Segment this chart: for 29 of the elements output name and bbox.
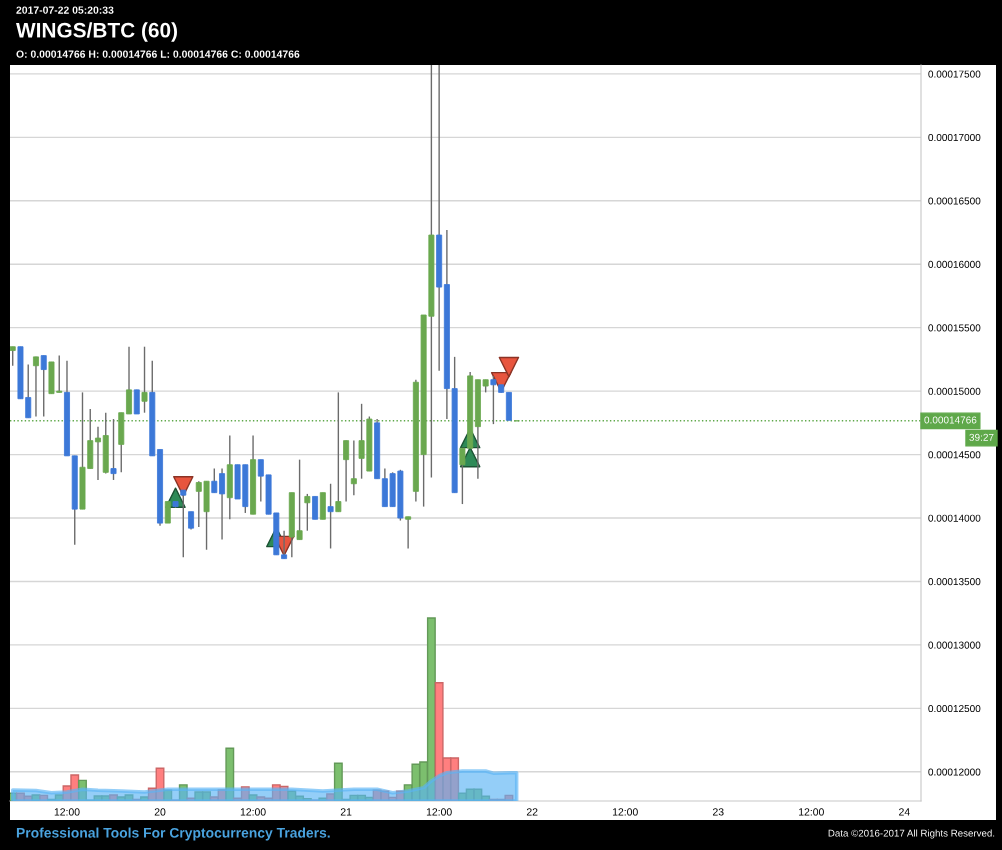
chart-title: WINGS/BTC (60) (16, 22, 177, 42)
y-tick-label: 0.00014000 (928, 514, 981, 522)
y-tick-label: 0.00013500 (928, 578, 981, 586)
y-tick-label: 0.00014500 (928, 451, 981, 459)
text: Data ©2016-2017 All Rights Reserved. (828, 829, 995, 839)
text: 39:27 (969, 433, 994, 441)
x-tick-label: 20 (154, 808, 166, 816)
text: 2017-07-22 05:20:33 (16, 6, 114, 14)
x-tick-label: 23 (712, 808, 724, 816)
x-tick-label: 12:00 (612, 808, 638, 816)
x-tick-label: 12:00 (240, 808, 266, 816)
y-tick-label: 0.00017500 (928, 70, 981, 78)
ref-line-label: 0.00014766 (924, 416, 977, 424)
x-tick-label: 12:00 (54, 808, 80, 816)
y-tick-label: 0.00016500 (928, 197, 981, 205)
x-tick-label: 24 (899, 808, 910, 816)
x-tick-label: 21 (340, 808, 352, 816)
y-tick-label: 0.00016000 (928, 260, 981, 268)
y-tick-label: 0.00017000 (928, 133, 981, 142)
x-tick-label: 22 (526, 808, 538, 816)
y-tick-label: 0.00012000 (928, 768, 981, 776)
x-tick-label: 12:00 (799, 808, 824, 816)
y-tick-label: 0.00013000 (928, 641, 981, 649)
y-tick-label: 0.00015000 (928, 387, 981, 395)
x-tick-label: 12:00 (426, 808, 452, 816)
text: O: 0.00014766 H: 0.00014766 L: 0.00014766 C: 0.00014766 (16, 50, 300, 58)
y-tick-label: 0.00012500 (928, 705, 981, 713)
y-tick-label: 0.00015500 (928, 324, 981, 332)
text: Professional Tools For Cryptocurrency Traders. (16, 827, 330, 841)
